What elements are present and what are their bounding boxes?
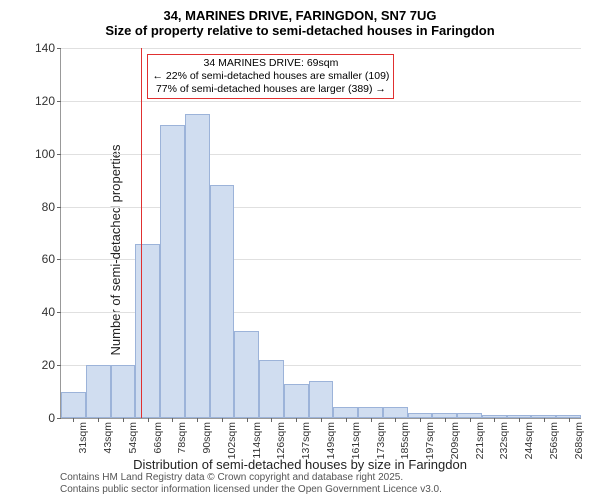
histogram-bar: [309, 381, 334, 418]
histogram-bar: [333, 407, 358, 418]
xtick-mark: [172, 418, 173, 422]
xtick-label: 126sqm: [275, 422, 287, 459]
reference-line: [141, 48, 142, 418]
ytick-label: 80: [42, 200, 55, 214]
callout-line: 34 MARINES DRIVE: 69sqm: [152, 57, 389, 70]
reference-callout: 34 MARINES DRIVE: 69sqm← 22% of semi-det…: [147, 54, 394, 99]
chart-title-main: 34, MARINES DRIVE, FARINGDON, SN7 7UG: [0, 0, 600, 23]
xtick-mark: [271, 418, 272, 422]
xtick-mark: [395, 418, 396, 422]
histogram-bar: [259, 360, 284, 418]
xtick-mark: [371, 418, 372, 422]
gridline: [61, 101, 581, 102]
histogram-bar: [61, 392, 86, 418]
ytick-label: 0: [48, 411, 55, 425]
ytick-mark: [57, 259, 61, 260]
ytick-mark: [57, 312, 61, 313]
xtick-mark: [544, 418, 545, 422]
callout-line: 77% of semi-detached houses are larger (…: [152, 83, 389, 96]
footer-line-2: Contains public sector information licen…: [60, 484, 442, 496]
histogram-bar: [111, 365, 136, 418]
ytick-mark: [57, 154, 61, 155]
xtick-mark: [98, 418, 99, 422]
xtick-label: 54sqm: [127, 422, 139, 454]
xtick-mark: [321, 418, 322, 422]
chart-container: 34, MARINES DRIVE, FARINGDON, SN7 7UG Si…: [0, 0, 600, 500]
ytick-mark: [57, 101, 61, 102]
histogram-bar: [160, 125, 185, 418]
ytick-label: 40: [42, 305, 55, 319]
xtick-mark: [519, 418, 520, 422]
xtick-mark: [494, 418, 495, 422]
xtick-label: 209sqm: [449, 422, 461, 459]
xtick-label: 161sqm: [350, 422, 362, 459]
ytick-label: 140: [35, 41, 55, 55]
gridline: [61, 207, 581, 208]
gridline: [61, 48, 581, 49]
ytick-label: 100: [35, 147, 55, 161]
chart-footer: Contains HM Land Registry data © Crown c…: [60, 472, 442, 496]
xtick-mark: [148, 418, 149, 422]
xtick-label: 185sqm: [399, 422, 411, 459]
xtick-mark: [247, 418, 248, 422]
ytick-label: 20: [42, 358, 55, 372]
xtick-mark: [197, 418, 198, 422]
xtick-label: 102sqm: [226, 422, 238, 459]
xtick-mark: [420, 418, 421, 422]
xtick-label: 78sqm: [176, 422, 188, 454]
histogram-bar: [383, 407, 408, 418]
xtick-mark: [346, 418, 347, 422]
xtick-label: 221sqm: [474, 422, 486, 459]
xtick-label: 149sqm: [325, 422, 337, 459]
histogram-bar: [135, 244, 160, 418]
xtick-mark: [73, 418, 74, 422]
histogram-bar: [234, 331, 259, 418]
xtick-label: 244sqm: [523, 422, 535, 459]
xtick-mark: [123, 418, 124, 422]
xtick-label: 256sqm: [548, 422, 560, 459]
x-axis-label: Distribution of semi-detached houses by …: [0, 457, 600, 472]
xtick-label: 173sqm: [375, 422, 387, 459]
histogram-bar: [284, 384, 309, 418]
xtick-label: 114sqm: [251, 422, 263, 459]
histogram-bar: [210, 185, 235, 418]
ytick-mark: [57, 48, 61, 49]
xtick-label: 31sqm: [77, 422, 89, 454]
xtick-mark: [569, 418, 570, 422]
xtick-mark: [445, 418, 446, 422]
ytick-mark: [57, 365, 61, 366]
xtick-mark: [296, 418, 297, 422]
xtick-label: 268sqm: [573, 422, 585, 459]
ytick-mark: [57, 207, 61, 208]
xtick-label: 137sqm: [300, 422, 312, 459]
callout-line: ← 22% of semi-detached houses are smalle…: [152, 70, 389, 83]
xtick-label: 197sqm: [424, 422, 436, 459]
ytick-label: 60: [42, 252, 55, 266]
plot-area: 02040608010012014031sqm43sqm54sqm66sqm78…: [60, 48, 581, 419]
ytick-mark: [57, 418, 61, 419]
xtick-mark: [470, 418, 471, 422]
xtick-label: 232sqm: [498, 422, 510, 459]
chart-title-sub: Size of property relative to semi-detach…: [0, 23, 600, 42]
footer-line-1: Contains HM Land Registry data © Crown c…: [60, 472, 442, 484]
xtick-label: 66sqm: [152, 422, 164, 454]
gridline: [61, 154, 581, 155]
ytick-label: 120: [35, 94, 55, 108]
xtick-mark: [222, 418, 223, 422]
histogram-bar: [358, 407, 383, 418]
histogram-bar: [86, 365, 111, 418]
histogram-bar: [185, 114, 210, 418]
xtick-label: 90sqm: [201, 422, 213, 454]
xtick-label: 43sqm: [102, 422, 114, 454]
